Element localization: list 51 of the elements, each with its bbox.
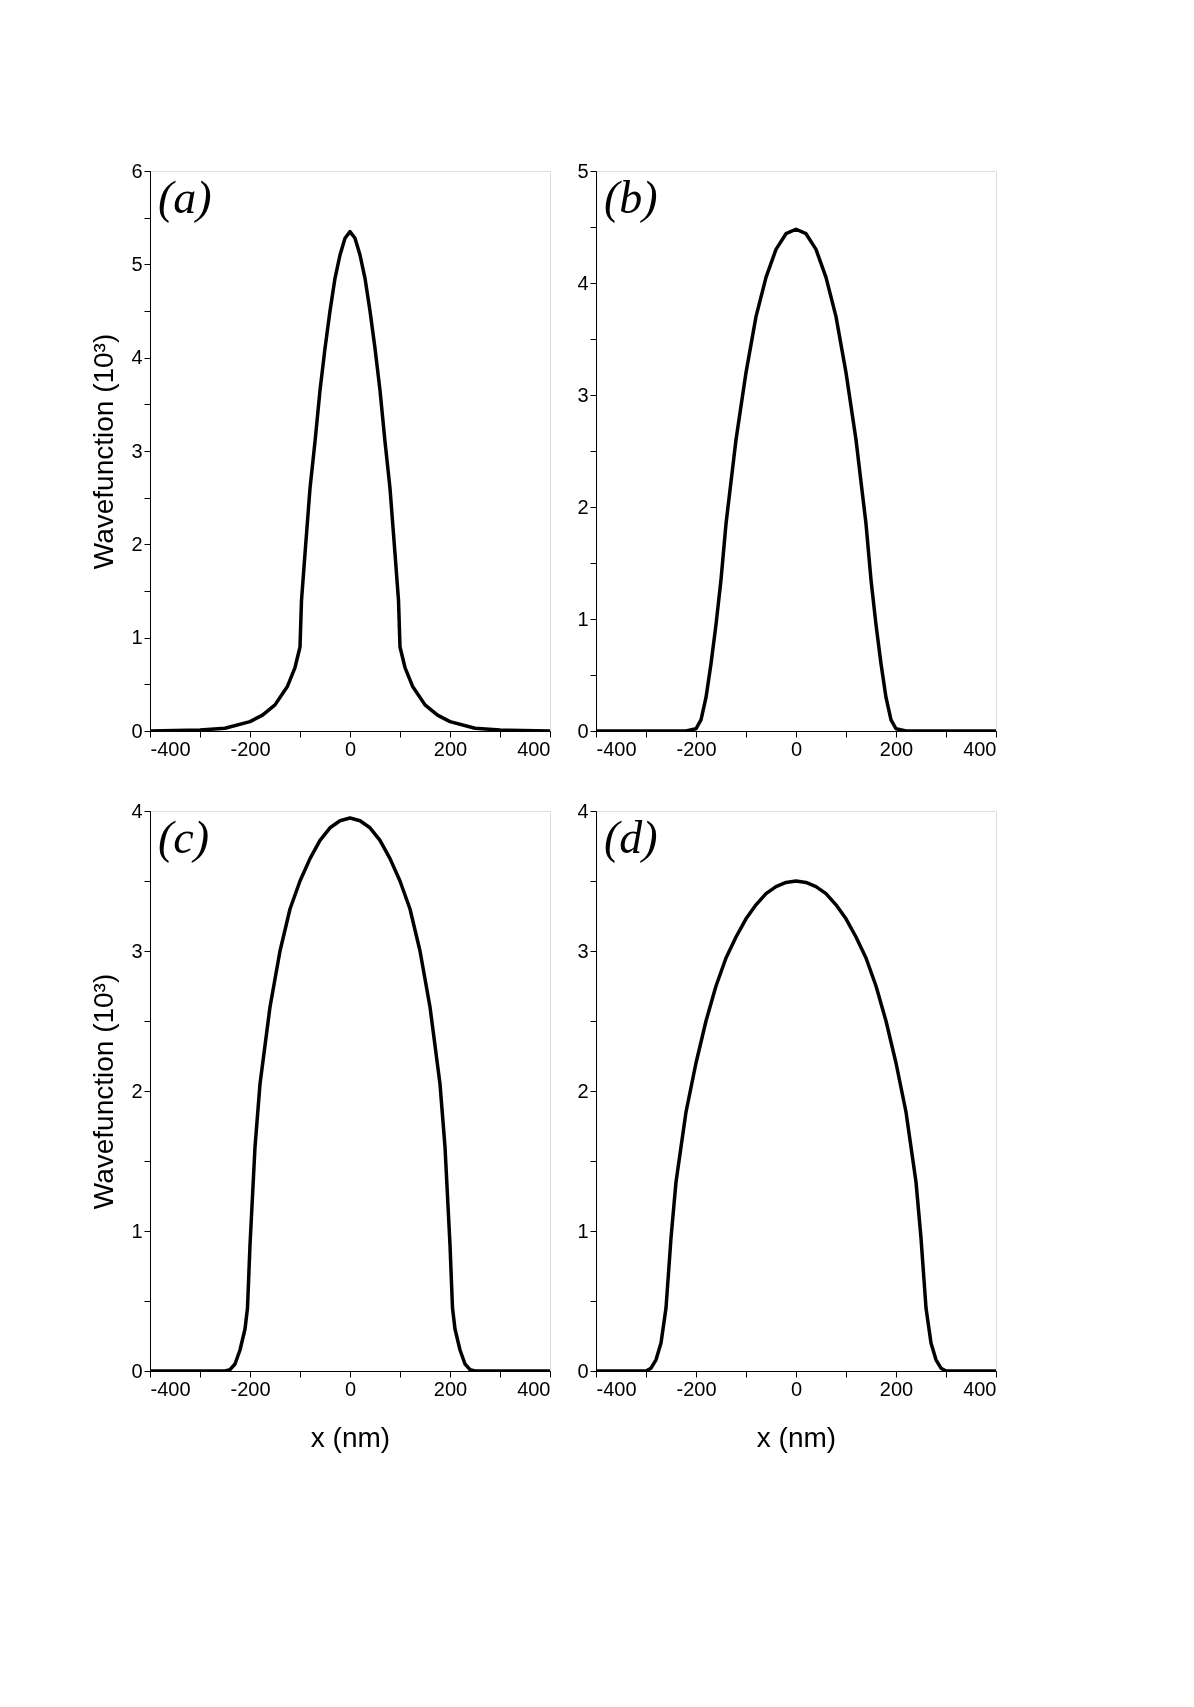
y-tick-label: 2 [577,495,589,518]
x-tick-label: -200 [676,737,717,760]
x-tick-label: -400 [596,737,637,760]
y-tick-label: 4 [577,799,589,822]
y-tick-label: 5 [577,159,589,182]
x-tick-label: 0 [790,1377,803,1400]
y-tick-label: 1 [131,1219,143,1242]
x-tick-label: -400 [150,737,191,760]
x-tick-label: -200 [230,737,271,760]
y-axis-title: Wavefunction (10³) [88,973,120,1210]
x-axis-title: x (nm) [756,1421,837,1453]
y-tick-label: 2 [577,1079,589,1102]
y-tick-label: 3 [577,383,589,406]
y-tick-label: 4 [577,271,589,294]
y-tick-label: 0 [577,1359,589,1382]
x-tick-label: 0 [344,1377,357,1400]
y-tick-label: 6 [131,159,143,182]
x-tick-label: 0 [790,737,803,760]
x-tick-label: -200 [230,1377,271,1400]
y-tick-label: 0 [131,719,143,742]
x-tick-label: 400 [963,1377,997,1400]
y-tick-label: 1 [577,1219,589,1242]
y-tick-label: 3 [131,939,143,962]
y-tick-label: 5 [131,252,143,275]
x-tick-label: 400 [963,737,997,760]
y-tick-label: 0 [131,1359,143,1382]
y-tick-label: 2 [131,532,143,555]
y-tick-label: 0 [577,719,589,742]
y-tick-label: 1 [577,607,589,630]
x-tick-label: 200 [879,1377,914,1400]
x-tick-label: 200 [433,737,468,760]
y-tick-label: 3 [131,439,143,462]
y-tick-label: 3 [577,939,589,962]
x-tick-label: -400 [596,1377,637,1400]
x-axis-title: x (nm) [310,1421,391,1453]
annotation: (a) [158,172,212,223]
x-tick-label: -200 [676,1377,717,1400]
annotation: (c) [158,812,210,863]
x-tick-label: 400 [517,1377,551,1400]
x-tick-label: 200 [433,1377,468,1400]
y-tick-label: 2 [131,1079,143,1102]
y-axis-title: Wavefunction (10³) [88,333,120,570]
annotation: (b) [604,172,658,223]
x-tick-label: 0 [344,737,357,760]
x-tick-label: 400 [517,737,551,760]
x-tick-label: 200 [879,737,914,760]
annotation: (d) [604,812,658,863]
y-tick-label: 4 [131,346,143,369]
y-tick-label: 1 [131,626,143,649]
y-tick-label: 4 [131,799,143,822]
x-tick-label: -400 [150,1377,191,1400]
